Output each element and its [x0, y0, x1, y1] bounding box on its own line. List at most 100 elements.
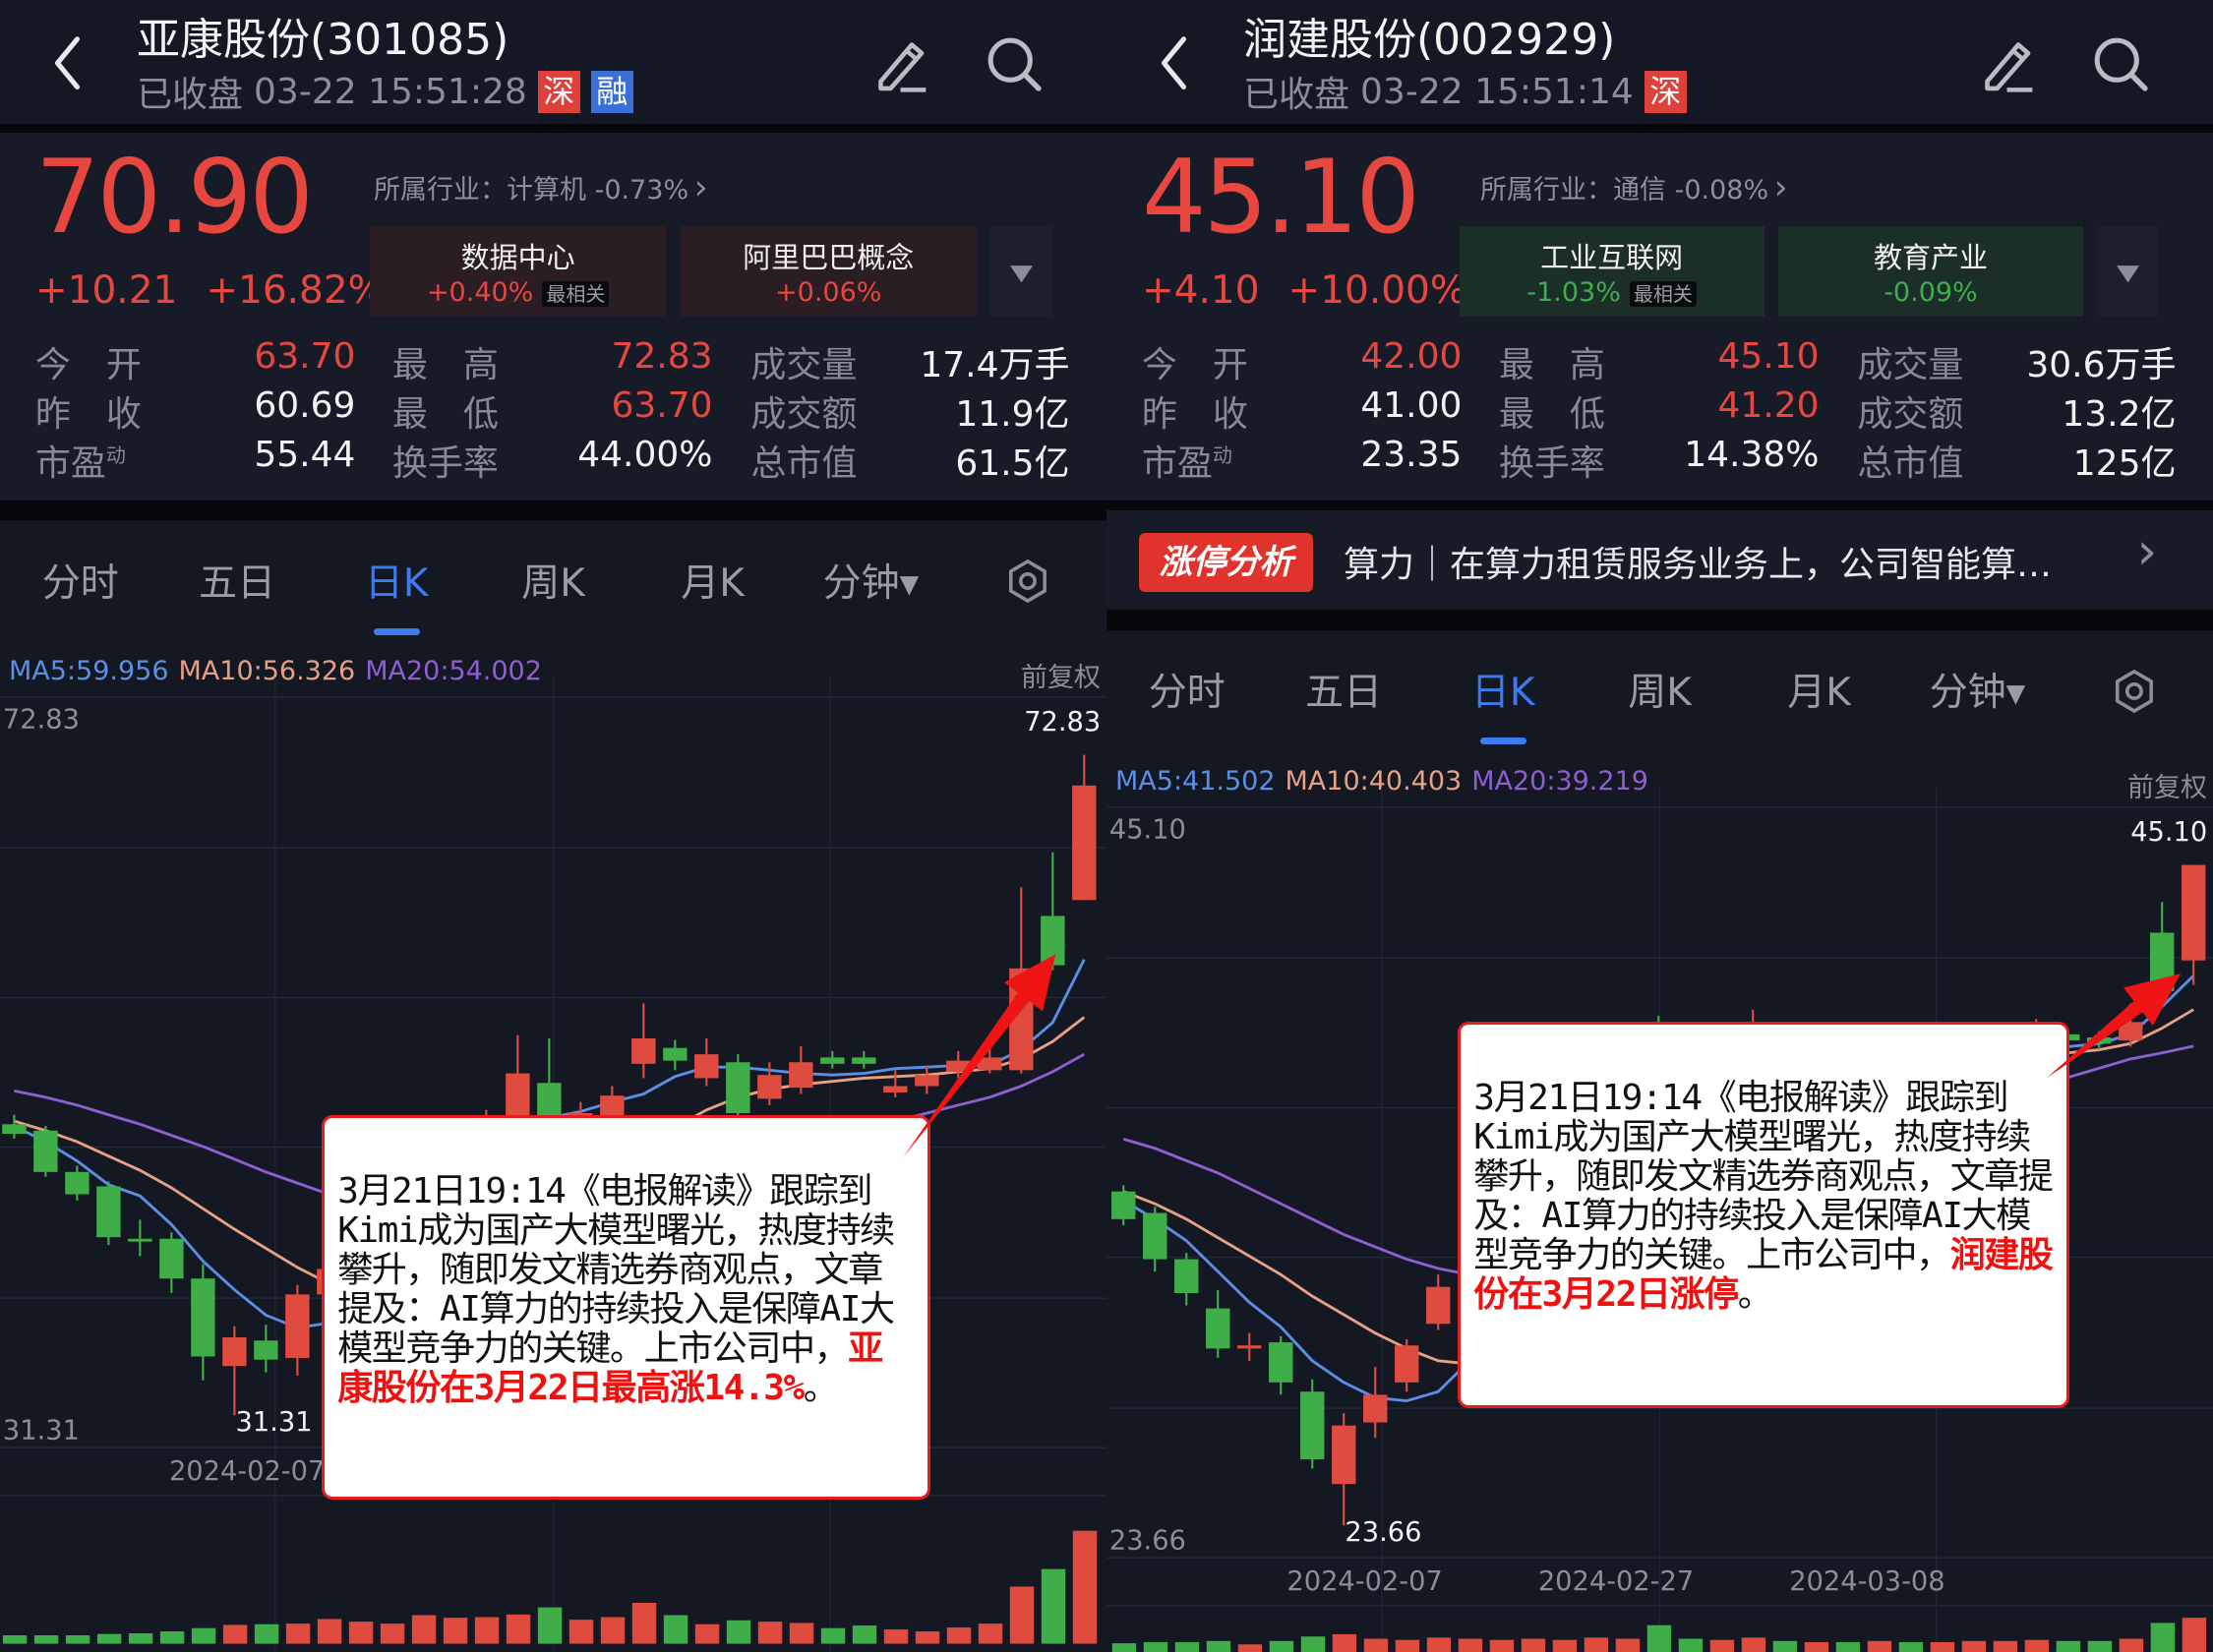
divider — [0, 124, 1106, 133]
volume-bar — [96, 1633, 122, 1644]
stat-value: 41.00 — [1360, 385, 1463, 427]
stat-label-text: 成交量 — [750, 345, 858, 385]
active-tab-indicator — [1480, 738, 1527, 745]
tab-1[interactable]: 分时 — [1148, 671, 1226, 716]
stat-label-text: 总市值 — [750, 443, 858, 485]
industry-link[interactable]: 所属行业：计算机 -0.73% › — [374, 168, 708, 207]
stat-label: 最 低 — [1499, 385, 1612, 437]
volume-bar — [2150, 1622, 2176, 1652]
stat-value: 23.35 — [1360, 435, 1463, 476]
volume-bar — [820, 1627, 846, 1644]
candle-body — [33, 1130, 58, 1172]
stat-value: 14.38% — [1684, 435, 1820, 476]
industry-change: -0.73% — [594, 175, 689, 206]
back-chevron-icon-glyph — [55, 36, 81, 90]
change-amount: +4.10 — [1142, 268, 1260, 313]
price-adjust-toggle[interactable]: 前复权 — [2127, 773, 2207, 804]
stat-label: 今 开 — [35, 336, 149, 387]
change-amount: +10.21 — [35, 268, 178, 313]
stat-value: 125亿 — [2072, 443, 2177, 485]
divider — [0, 501, 1106, 521]
industry-link[interactable]: 所属行业：通信 -0.08% › — [1480, 168, 1788, 207]
tab-4[interactable]: 周K — [1628, 671, 1692, 716]
annotation-end: 。 — [1737, 1273, 1773, 1315]
chevron-right-icon: › — [1773, 168, 1788, 207]
settings-gear-icon[interactable] — [1005, 559, 1050, 604]
settings-gear-icon[interactable] — [2112, 669, 2157, 714]
stat-label-text: 市盈 — [1141, 443, 1213, 485]
stats-row: 今 开 42.00 最 高 45.10 成交量 30.6万手 — [1106, 336, 2213, 385]
volume-bar — [1835, 1641, 1861, 1652]
search-icon[interactable] — [984, 33, 1046, 95]
tab-5[interactable]: 月K — [681, 560, 745, 606]
stat-label-sup: 动 — [1212, 443, 1232, 468]
edit-pencil-icon[interactable] — [869, 33, 931, 95]
stats-row: 市盈动 55.44 换手率 44.00% 总市值 61.5亿 — [0, 435, 1106, 485]
volume-bar — [65, 1635, 90, 1644]
volume-bar — [1458, 1638, 1483, 1652]
high-price-marker: 72.83 — [1024, 707, 1101, 738]
tab-2[interactable]: 五日 — [1305, 671, 1383, 716]
limit-up-analysis-banner[interactable]: 涨停分析 算力｜在算力租赁服务业务上，公司智能算… › — [1106, 510, 2213, 609]
stat-label-text: 昨 收 — [1141, 394, 1248, 436]
volume-bar — [600, 1617, 626, 1644]
concepts-dropdown-button[interactable] — [2097, 226, 2159, 317]
market-badge: 深 — [1644, 70, 1687, 113]
concept-change: +0.06% — [775, 277, 882, 308]
tab-6[interactable]: 分钟▾ — [822, 560, 920, 606]
tab-6[interactable]: 分钟▾ — [1929, 671, 2026, 716]
stat-label-text: 最 低 — [391, 394, 499, 436]
candle-body — [631, 1038, 656, 1064]
ma-legend: MA5:59.956 MA10:56.326 MA20:54.002 — [9, 656, 542, 686]
tab-5[interactable]: 月K — [1787, 671, 1851, 716]
candle-body — [1111, 1191, 1136, 1219]
ma5-value: MA5:59.956 — [9, 656, 169, 687]
industry-label: 所属行业： — [1480, 175, 1613, 206]
price-adjust-toggle[interactable]: 前复权 — [1021, 663, 1101, 694]
candle-body — [757, 1075, 782, 1099]
back-chevron-icon[interactable] — [46, 33, 89, 92]
volume-bar — [1678, 1638, 1704, 1652]
candle-body — [726, 1062, 750, 1114]
back-chevron-icon-glyph — [1162, 36, 1187, 90]
candle-body — [65, 1171, 90, 1195]
edit-pencil-icon[interactable] — [1976, 33, 2038, 95]
axis-max-label: 72.83 — [3, 704, 80, 735]
stat-label-text: 成交额 — [750, 394, 858, 436]
search-icon-glyph — [987, 38, 1042, 92]
annotation-highlight: 润建股份在3月22日涨停 — [1473, 1234, 2054, 1315]
volume-bar — [1898, 1641, 1924, 1652]
industry-label: 所属行业： — [374, 175, 507, 206]
volume-bar — [1930, 1641, 1955, 1652]
concept-card[interactable]: 数据中心 +0.40% 最相关 — [370, 226, 667, 317]
stat-label-text: 最 高 — [391, 345, 499, 385]
ma20-value: MA20:54.002 — [365, 656, 542, 687]
candle-body — [254, 1340, 278, 1360]
volume-bar — [789, 1622, 814, 1644]
axis-max-label: 45.10 — [1109, 814, 1186, 845]
volume-bar — [915, 1631, 940, 1644]
concept-card[interactable]: 工业互联网 -1.03% 最相关 — [1459, 226, 1764, 317]
volume-bar — [1363, 1638, 1389, 1652]
stat-label-text: 成交量 — [1857, 345, 1964, 385]
volume-bar — [191, 1627, 216, 1644]
tab-3[interactable]: 日K — [364, 560, 429, 606]
tab-3[interactable]: 日K — [1470, 671, 1535, 716]
tab-4[interactable]: 周K — [521, 560, 585, 606]
back-chevron-icon[interactable] — [1153, 33, 1195, 92]
change-percent: +10.00% — [1287, 268, 1466, 313]
volume-bar — [946, 1627, 972, 1644]
settings-gear-icon-glyph — [1008, 560, 1047, 604]
concept-change-row: +0.06% — [681, 277, 977, 308]
concept-card[interactable]: 教育产业 -0.09% — [1778, 226, 2083, 317]
volume-bar — [1867, 1640, 1892, 1652]
tab-1[interactable]: 分时 — [41, 560, 119, 606]
low-price-marker: 23.66 — [1345, 1517, 1421, 1548]
concept-card[interactable]: 阿里巴巴概念 +0.06% — [680, 226, 977, 317]
stat-label: 成交量 — [750, 336, 864, 387]
search-icon[interactable] — [2090, 33, 2152, 95]
candle-body — [96, 1186, 121, 1238]
candle-body — [1206, 1308, 1230, 1349]
tab-2[interactable]: 五日 — [199, 560, 276, 606]
concepts-dropdown-button[interactable] — [990, 226, 1052, 317]
